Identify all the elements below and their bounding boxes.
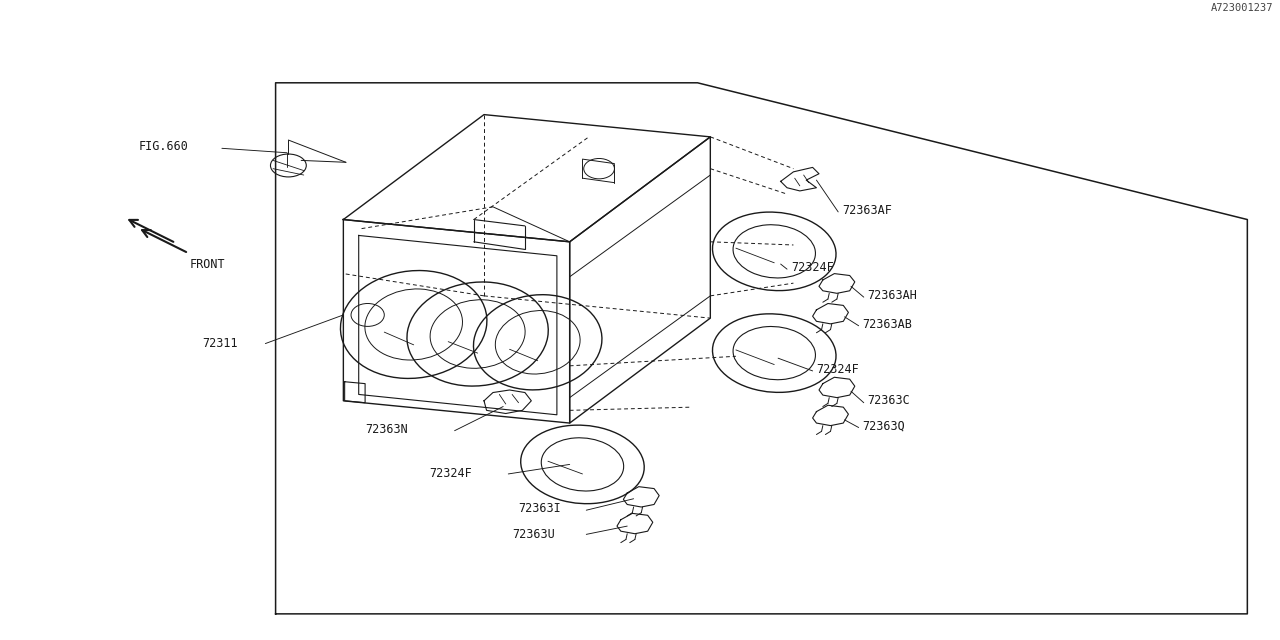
Text: 72363I: 72363I: [518, 502, 562, 515]
Text: 72363AB: 72363AB: [863, 318, 913, 331]
Text: 72363AF: 72363AF: [842, 204, 892, 216]
Text: 72311: 72311: [202, 337, 238, 350]
Text: 72363AH: 72363AH: [868, 289, 918, 302]
Text: FIG.660: FIG.660: [138, 140, 188, 153]
Text: 72324F: 72324F: [817, 362, 859, 376]
Text: 72324F: 72324F: [791, 260, 833, 274]
Text: 72363U: 72363U: [512, 528, 556, 541]
Text: FRONT: FRONT: [189, 257, 225, 271]
Text: 72363Q: 72363Q: [863, 420, 905, 433]
Text: 72363N: 72363N: [365, 423, 408, 436]
Text: A723001237: A723001237: [1211, 3, 1272, 13]
Text: 72363C: 72363C: [868, 394, 910, 407]
Text: 72324F: 72324F: [429, 467, 472, 481]
